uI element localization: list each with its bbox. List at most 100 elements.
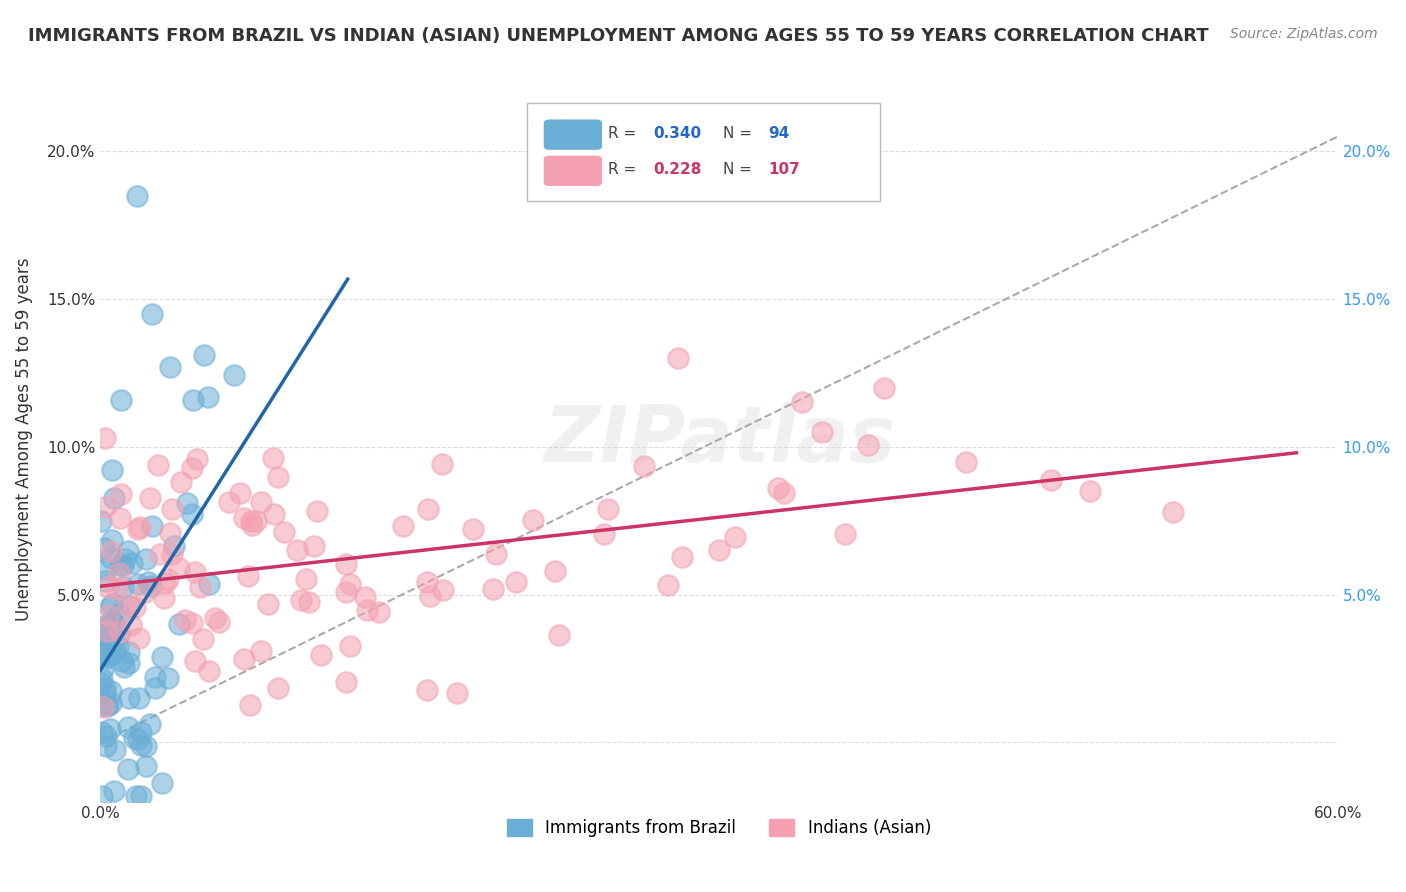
Point	[111, 654, 134, 668]
Point	[163, 539, 186, 553]
Point	[105, 582, 128, 597]
Point	[167, 561, 190, 575]
Point	[139, 491, 162, 505]
Point	[416, 502, 439, 516]
Point	[135, 552, 157, 566]
Point	[392, 519, 415, 533]
Point	[96, 624, 118, 639]
Point	[266, 469, 288, 483]
Point	[160, 547, 183, 561]
Point	[97, 608, 120, 623]
Point	[120, 599, 142, 613]
FancyBboxPatch shape	[544, 120, 602, 149]
Point	[91, 725, 114, 739]
Point	[419, 589, 441, 603]
Point	[432, 582, 454, 597]
Point	[101, 637, 124, 651]
Point	[94, 643, 117, 657]
Point	[141, 307, 163, 321]
Point	[522, 513, 544, 527]
Point	[666, 351, 689, 366]
Point	[108, 607, 131, 621]
Point	[96, 562, 118, 576]
Text: N =: N =	[723, 162, 756, 177]
Point	[191, 632, 214, 646]
Point	[242, 518, 264, 533]
Point	[110, 487, 132, 501]
Point	[262, 450, 284, 465]
Point	[298, 595, 321, 609]
Point	[96, 699, 118, 714]
Point	[100, 620, 122, 634]
Point	[239, 514, 262, 528]
Point	[724, 530, 747, 544]
Point	[204, 611, 226, 625]
Point	[127, 577, 149, 591]
Point	[482, 582, 505, 596]
Point	[197, 576, 219, 591]
Point	[100, 533, 122, 548]
Point	[94, 574, 117, 588]
Y-axis label: Unemployment Among Ages 55 to 59 years: Unemployment Among Ages 55 to 59 years	[15, 258, 32, 621]
Point	[139, 717, 162, 731]
Point	[94, 500, 117, 514]
Point	[772, 486, 794, 500]
Point	[91, 626, 114, 640]
Point	[98, 722, 121, 736]
Point	[160, 501, 183, 516]
Point	[856, 437, 879, 451]
Point	[117, 720, 139, 734]
Point	[768, 482, 790, 496]
Point	[104, 644, 127, 658]
Point	[120, 618, 142, 632]
Point	[128, 691, 150, 706]
Point	[101, 598, 124, 612]
Point	[145, 670, 167, 684]
Point	[302, 539, 325, 553]
Point	[91, 700, 114, 714]
Point	[129, 738, 152, 752]
Point	[100, 463, 122, 477]
Point	[430, 457, 453, 471]
Point	[127, 522, 149, 536]
Point	[257, 598, 280, 612]
Point	[273, 524, 295, 539]
Point	[184, 566, 207, 580]
Point	[707, 543, 730, 558]
Point	[245, 514, 267, 528]
Point	[156, 671, 179, 685]
Point	[193, 348, 215, 362]
Point	[811, 425, 834, 439]
Text: 0.228: 0.228	[654, 162, 702, 177]
Point	[186, 452, 208, 467]
Point	[107, 627, 129, 641]
Point	[239, 698, 262, 713]
Text: R =: R =	[607, 162, 641, 177]
Text: R =: R =	[607, 126, 641, 141]
Point	[100, 544, 122, 558]
Point	[174, 613, 197, 627]
Point	[633, 459, 655, 474]
Text: 107: 107	[769, 162, 800, 177]
Point	[356, 603, 378, 617]
Point	[461, 522, 484, 536]
Point	[181, 615, 204, 630]
Point	[110, 392, 132, 407]
Point	[367, 605, 389, 619]
Point	[103, 491, 125, 505]
Point	[141, 518, 163, 533]
Point	[91, 633, 114, 648]
Point	[117, 544, 139, 558]
Point	[873, 381, 896, 395]
Point	[100, 683, 122, 698]
Point	[224, 368, 246, 382]
FancyBboxPatch shape	[527, 103, 880, 201]
Point	[232, 511, 254, 525]
Point	[446, 686, 468, 700]
Point	[250, 644, 273, 658]
Point	[93, 648, 115, 662]
Point	[233, 652, 256, 666]
Point	[335, 675, 357, 690]
Point	[593, 526, 616, 541]
Point	[96, 739, 118, 754]
